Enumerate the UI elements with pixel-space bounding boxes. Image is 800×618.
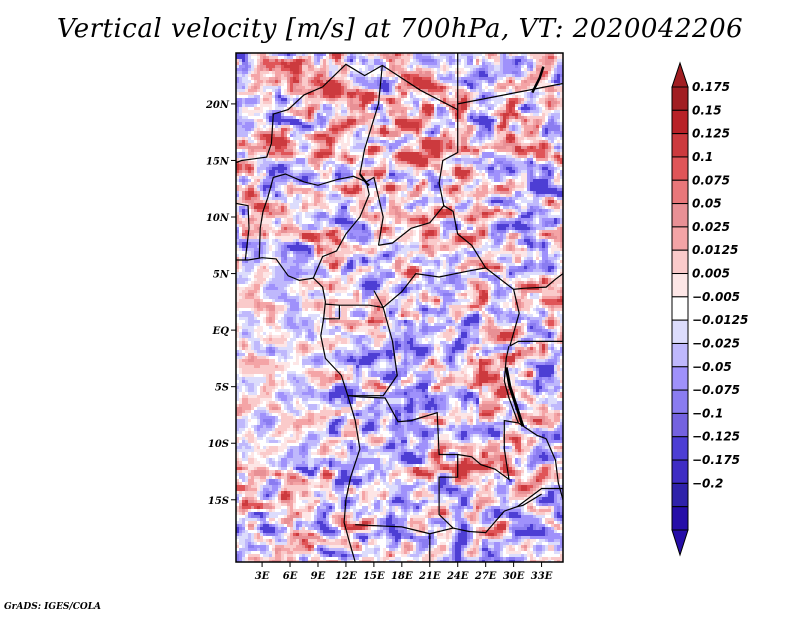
colorbar-swatch <box>671 482 689 508</box>
lat-tick-label: 10S <box>208 439 229 450</box>
border-line <box>312 181 370 279</box>
colorbar-level-label: 0.005 <box>692 267 730 281</box>
border-line <box>258 197 269 258</box>
border-line <box>438 109 459 206</box>
colorbar-bottom-arrow <box>671 529 689 557</box>
colorbar-level-label: −0.1 <box>692 406 723 420</box>
lon-tick-label: 18E <box>391 571 413 582</box>
colorbar-swatch <box>671 273 689 298</box>
border-line <box>457 82 563 105</box>
colorbar-level-label: −0.005 <box>692 290 740 304</box>
border-line <box>545 438 563 500</box>
border-line <box>509 289 520 347</box>
vertical-velocity-field <box>236 53 563 562</box>
colorbar-swatch <box>671 296 689 321</box>
colorbar-swatch <box>671 459 689 484</box>
lake-chad <box>359 173 370 187</box>
colorbar-level-label: 0.05 <box>692 197 722 211</box>
border-line <box>457 419 547 481</box>
longitude-axis: 3E 6E 9E 12E 15E 18E 21E 24E 27E 30E 33E <box>255 562 553 582</box>
lon-tick-label: 24E <box>446 571 469 582</box>
grads-credit: GrADS: IGES/COLA <box>4 602 102 612</box>
lat-tick-label: 15S <box>208 496 229 507</box>
colorbar-level-label: −0.175 <box>692 453 740 467</box>
country-borders <box>236 53 563 562</box>
lon-tick-label: 15E <box>363 571 385 582</box>
colorbar-level-label: −0.125 <box>692 430 740 444</box>
colorbar-level-label: 0.175 <box>692 80 730 94</box>
border-line <box>236 202 250 261</box>
colorbar-swatch <box>671 366 689 391</box>
colorbar-level-label: −0.05 <box>692 360 732 374</box>
lat-tick-label: EQ <box>212 326 230 337</box>
border-line <box>503 345 519 424</box>
lat-tick-label: 5N <box>213 270 230 281</box>
lon-tick-label: 6E <box>283 571 298 582</box>
lon-tick-label: 33E <box>531 571 553 582</box>
colorbar-level-label: 0.15 <box>692 103 722 117</box>
colorbar-level-label: −0.2 <box>692 476 723 490</box>
colorbar-swatch <box>671 109 689 135</box>
border-line <box>347 395 563 534</box>
colorbar-swatch <box>671 436 689 461</box>
plot-frame <box>235 52 564 563</box>
colorbar-swatch <box>671 319 689 344</box>
latitude-axis: 20N 15N 10N 5N EQ 5S 10S 15S <box>205 100 236 507</box>
colorbar-level-label: 0.0125 <box>692 243 738 257</box>
lat-tick-label: 15N <box>206 156 230 167</box>
lon-tick-label: 21E <box>418 571 441 582</box>
colorbar-swatch <box>671 133 689 158</box>
colorbar-swatch <box>671 86 689 111</box>
chart-title: Vertical velocity [m/s] at 700hPa, VT: 2… <box>56 14 744 44</box>
colorbar-level-label: −0.025 <box>692 336 740 350</box>
border-line <box>325 303 384 309</box>
lat-tick-label: 10N <box>206 213 230 224</box>
colorbar-level-label: 0.025 <box>692 220 730 234</box>
border-line <box>322 305 340 320</box>
colorbar-swatch <box>671 203 689 228</box>
lon-tick-label: 3E <box>255 571 270 582</box>
lon-tick-label: 12E <box>335 571 357 582</box>
colorbar-swatch <box>671 506 689 531</box>
lon-tick-label: 9E <box>311 571 326 582</box>
colorbar-swatch <box>671 342 689 368</box>
border-line <box>236 257 361 562</box>
lake-nasser <box>531 66 545 94</box>
border-line <box>236 53 459 164</box>
colorbar-top-arrow <box>671 61 689 88</box>
colorbar-swatch <box>671 389 689 414</box>
colorbar-level-label: −0.0125 <box>692 313 748 327</box>
colorbar-level-label: 0.1 <box>692 150 713 164</box>
colorbar-swatch <box>671 249 689 275</box>
colorbar: 0.175 0.15 0.125 0.1 0.075 0.05 0.025 0.0125 0.0… <box>671 61 748 557</box>
colorbar-level-label: 0.125 <box>692 127 730 141</box>
lake-tanganyika <box>504 367 525 427</box>
colorbar-swatch <box>671 412 689 438</box>
colorbar-level-label: 0.075 <box>692 173 730 187</box>
border-line <box>509 340 563 347</box>
lon-tick-label: 27E <box>474 571 497 582</box>
lon-tick-label: 30E <box>503 571 525 582</box>
border-line <box>355 524 454 535</box>
lat-tick-label: 20N <box>205 100 230 111</box>
border-line <box>517 493 542 508</box>
border-line <box>347 307 398 397</box>
border-line <box>267 173 367 198</box>
border-line <box>485 267 563 291</box>
colorbar-swatch <box>671 179 689 205</box>
colorbar-swatch <box>671 226 689 251</box>
colorbar-swatch <box>671 156 689 181</box>
lat-tick-label: 5S <box>215 383 229 394</box>
colorbar-level-label: −0.075 <box>692 383 740 397</box>
